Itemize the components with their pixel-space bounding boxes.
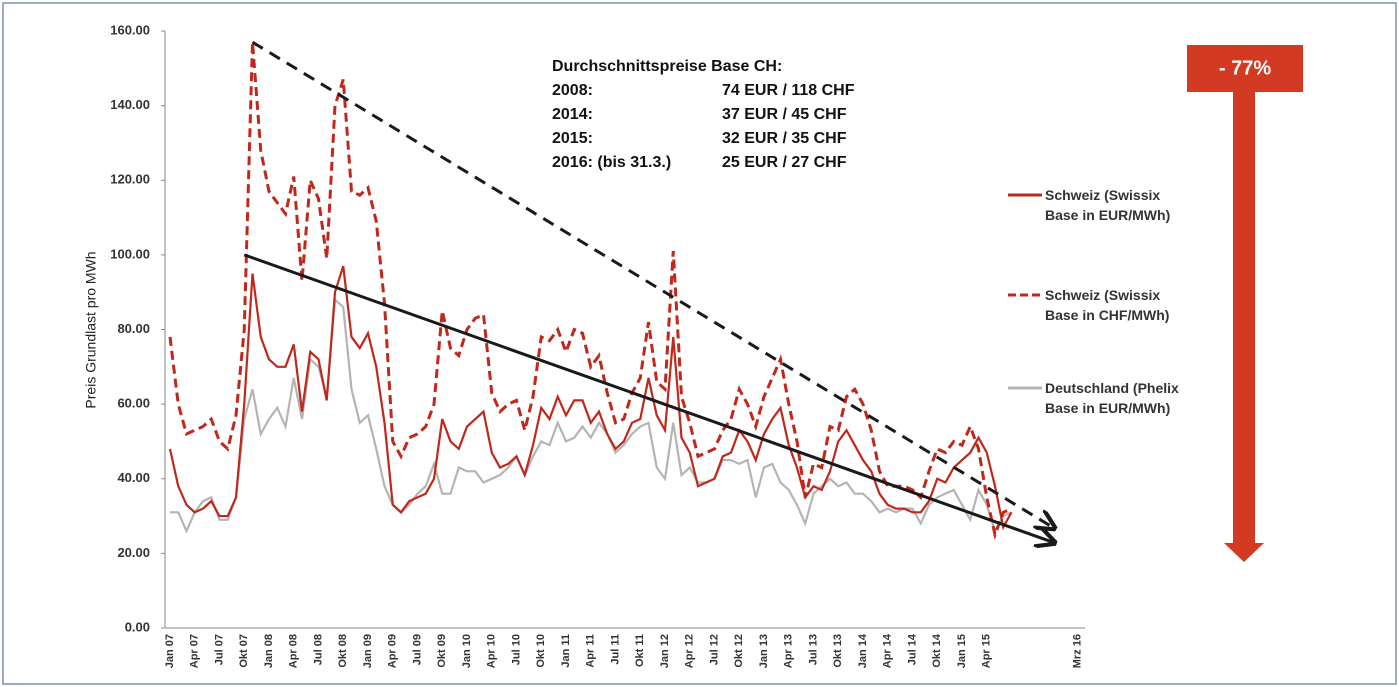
x-tick-label: Jan 13 [758, 634, 770, 668]
series-line [168, 265, 1013, 531]
x-tick-label: Jan 14 [857, 633, 869, 668]
annotation-label: 2015: [552, 130, 593, 147]
x-tick-label: Okt 10 [535, 634, 547, 668]
x-tick-label: Okt 11 [634, 634, 646, 667]
x-tick-label: Okt 07 [238, 634, 250, 668]
annotation-value: 37 EUR / 45 CHF [722, 106, 847, 123]
x-tick-label: Okt 14 [931, 633, 943, 668]
annotation-title: Durchschnittspreise Base CH: [552, 58, 782, 75]
reduction-box [1187, 45, 1303, 92]
legend-entry: Schweiz (Swissix Base in EUR/MWh) [1045, 187, 1171, 223]
x-tick-label: Mrz 16 [1071, 634, 1083, 668]
x-tick-label: Apr 09 [387, 634, 399, 668]
y-tick-label: 120.00 [110, 172, 150, 187]
trendline [243, 253, 1053, 542]
trendline [251, 40, 1053, 527]
series-line [168, 42, 1013, 541]
legend-entry: Schweiz (Swissix Base in CHF/MWh) [1045, 287, 1170, 323]
x-tick-label: Okt 09 [436, 634, 448, 668]
x-tick-label: Jul 08 [312, 634, 324, 665]
x-tick-label: Apr 13 [783, 634, 795, 668]
x-tick-label: Jul 09 [411, 634, 423, 665]
x-tick-label: Jul 07 [213, 634, 225, 665]
annotation-label: 2014: [552, 106, 593, 123]
x-tick-label: Jan 09 [362, 634, 374, 668]
y-axis-label: Preis Grundlast pro MWh [83, 251, 99, 408]
annotation-label: 2008: [552, 82, 593, 99]
x-tick-label: Jul 13 [807, 634, 819, 665]
x-tick-label: Jul 12 [708, 634, 720, 665]
y-tick-label: 0.00 [125, 619, 150, 634]
x-tick-label: Okt 08 [337, 634, 349, 668]
y-tick-label: 60.00 [117, 396, 150, 411]
reduction-arrow [1224, 92, 1264, 562]
x-tick-label: Jul 10 [510, 634, 522, 665]
annotation-value: 74 EUR / 118 CHF [722, 82, 855, 99]
y-tick-label: 20.00 [117, 545, 150, 560]
x-tick-label: Okt 13 [832, 634, 844, 668]
x-tick-label: Jan 11 [560, 634, 572, 668]
x-tick-label: Jan 15 [956, 634, 968, 668]
x-tick-label: Jul 11 [609, 634, 621, 665]
x-tick-label: Jan 07 [164, 634, 176, 668]
x-tick-label: Jan 08 [263, 634, 275, 668]
x-tick-label: Okt 12 [733, 634, 745, 668]
x-tick-label: Apr 10 [486, 634, 498, 668]
reduction-label: - 77% [1219, 57, 1271, 79]
x-tick-label: Jan 10 [461, 634, 473, 668]
x-tick-label: Apr 15 [981, 634, 993, 668]
series-line [170, 297, 1012, 534]
y-tick-label: 160.00 [110, 22, 150, 37]
x-tick-label: Apr 07 [189, 634, 201, 668]
annotation-value: 25 EUR / 27 CHF [722, 154, 847, 171]
x-tick-label: Jan 12 [659, 634, 671, 668]
annotation-label: 2016: (bis 31.3.) [552, 154, 671, 171]
x-tick-label: Apr 14 [882, 633, 894, 668]
y-tick-label: 40.00 [117, 470, 150, 485]
y-tick-label: 100.00 [110, 246, 150, 261]
x-tick-label: Apr 08 [288, 634, 300, 668]
legend-entry: Deutschland (Phelix Base in EUR/MWh) [1045, 380, 1179, 416]
x-tick-label: Apr 11 [585, 634, 597, 668]
annotation-value: 32 EUR / 35 CHF [722, 130, 847, 147]
y-tick-label: 80.00 [117, 321, 150, 336]
y-tick-label: 140.00 [110, 97, 150, 112]
x-tick-label: Apr 12 [684, 634, 696, 668]
x-tick-label: Jul 14 [906, 633, 918, 665]
